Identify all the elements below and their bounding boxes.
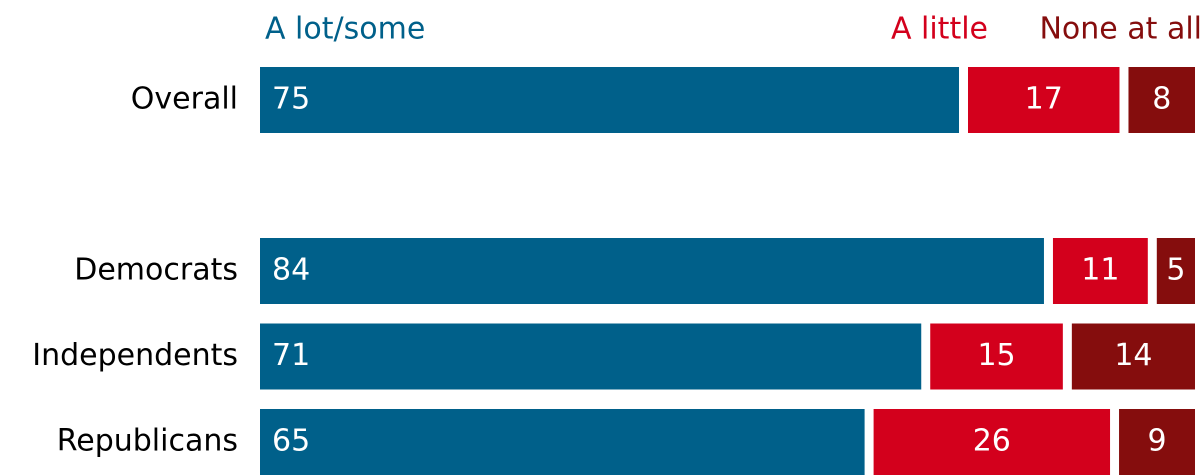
- category-label: Overall: [131, 82, 238, 117]
- category-label: Democrats: [74, 253, 238, 288]
- value-label: 11: [1081, 253, 1119, 288]
- value-label: 84: [272, 253, 310, 288]
- bar-segment: [260, 323, 922, 390]
- value-label: 14: [1114, 338, 1152, 373]
- bar-segment: [968, 67, 1120, 133]
- value-label: 26: [973, 424, 1011, 459]
- bar-segment: [260, 409, 865, 475]
- legend-label: A little: [891, 12, 988, 47]
- category-label: Independents: [32, 338, 238, 373]
- value-label: 17: [1025, 82, 1063, 117]
- value-label: 15: [977, 338, 1015, 373]
- value-label: 71: [272, 338, 310, 373]
- bar-segment: [873, 409, 1111, 475]
- value-label: 65: [272, 424, 310, 459]
- value-label: 75: [272, 82, 310, 117]
- bar-segment: [930, 323, 1063, 390]
- bar-segment: [260, 238, 1044, 304]
- bar-segment: [1052, 238, 1148, 304]
- bar-segment: [1071, 323, 1195, 390]
- value-label: 9: [1147, 424, 1166, 459]
- bar-segment: [1128, 67, 1195, 133]
- value-label: 5: [1166, 253, 1185, 288]
- legend-label: A lot/some: [265, 12, 425, 47]
- category-label: Republicans: [57, 424, 238, 459]
- bar-segment: [1119, 409, 1195, 475]
- bar-segment: [1156, 238, 1195, 304]
- value-label: 8: [1152, 82, 1171, 117]
- legend-label: None at all: [1039, 12, 1202, 47]
- bar-segment: [260, 67, 959, 133]
